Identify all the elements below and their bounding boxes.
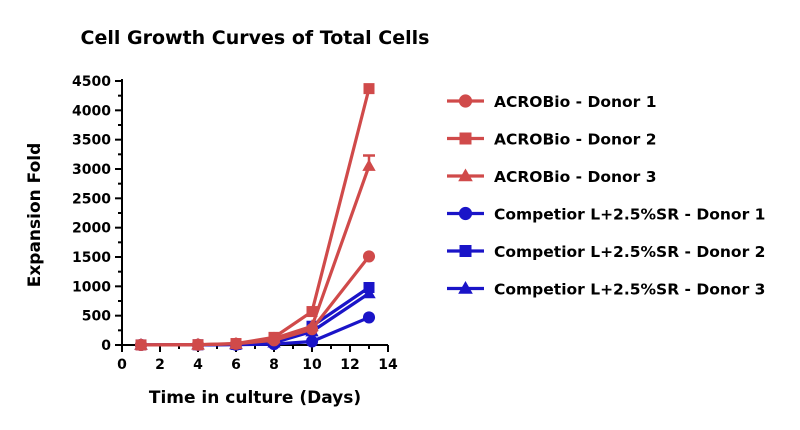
y-tick-label: 2000 bbox=[72, 221, 111, 237]
x-axis-label: Time in culture (Days) bbox=[149, 388, 361, 408]
x-tick-label: 12 bbox=[340, 357, 359, 373]
x-tick-label: 2 bbox=[155, 357, 165, 373]
legend-item-3: ACROBio - Donor 3 bbox=[447, 168, 657, 186]
data-point bbox=[191, 337, 205, 350]
legend-item-4: Competior L+2.5%SR - Donor 1 bbox=[447, 206, 765, 224]
y-tick-label: 3500 bbox=[72, 133, 111, 149]
legend-label: Competior L+2.5%SR - Donor 2 bbox=[494, 243, 765, 261]
data-point bbox=[362, 250, 376, 263]
legend: ACROBio - Donor 1 ACROBio - Donor 2 ACROBi… bbox=[447, 93, 765, 299]
legend-item-2: ACROBio - Donor 2 bbox=[447, 131, 657, 149]
x-tick-label: 0 bbox=[117, 357, 127, 373]
legend-label: Competior L+2.5%SR - Donor 3 bbox=[494, 281, 765, 299]
legend-item-1: ACROBio - Donor 1 bbox=[447, 93, 657, 111]
legend-swatch-marker bbox=[458, 206, 473, 221]
data-point bbox=[363, 83, 375, 95]
legend-swatch-marker bbox=[459, 245, 472, 257]
series-2 bbox=[135, 83, 375, 351]
series-line bbox=[140, 165, 371, 347]
data-point bbox=[305, 335, 319, 348]
y-tick-label: 1000 bbox=[72, 279, 111, 295]
legend-swatch-marker bbox=[458, 280, 473, 294]
legend-swatch-marker bbox=[458, 94, 473, 108]
chart-title: Cell Growth Curves of Total Cells bbox=[81, 27, 430, 49]
plot-area bbox=[134, 83, 376, 351]
y-tick-label: 1500 bbox=[72, 250, 111, 266]
legend-label: ACROBio - Donor 3 bbox=[494, 168, 657, 186]
y-tick-label: 4500 bbox=[72, 74, 111, 90]
data-point bbox=[134, 338, 148, 350]
data-point bbox=[305, 319, 319, 332]
legend-label: Competior L+2.5%SR - Donor 1 bbox=[494, 206, 765, 224]
legend-swatch-marker bbox=[459, 132, 472, 145]
y-axis-label: Expansion Fold bbox=[25, 143, 45, 288]
data-point bbox=[267, 331, 281, 344]
legend-swatch-marker bbox=[458, 168, 473, 182]
legend-label: ACROBio - Donor 2 bbox=[494, 131, 657, 149]
y-tick-label: 0 bbox=[101, 338, 111, 354]
axes: 0 500 1000 1500 2000 2500 3000 3500 4000 4500 0 2 4 6… bbox=[72, 74, 398, 373]
data-point bbox=[362, 311, 376, 324]
data-point bbox=[362, 286, 376, 299]
y-tick-label: 500 bbox=[82, 309, 111, 325]
y-tick-label: 4000 bbox=[72, 103, 111, 119]
data-point bbox=[306, 306, 318, 318]
x-tick-label: 4 bbox=[193, 357, 203, 373]
x-tick-label: 6 bbox=[231, 357, 241, 373]
y-tick-label: 3000 bbox=[72, 162, 111, 178]
data-point bbox=[229, 336, 243, 349]
series-line bbox=[140, 88, 371, 347]
x-tick-label: 10 bbox=[302, 357, 322, 373]
series-3 bbox=[134, 154, 376, 350]
x-tick-label: 8 bbox=[269, 357, 279, 373]
y-tick-label: 2500 bbox=[72, 191, 111, 207]
legend-item-6: Competior L+2.5%SR - Donor 3 bbox=[447, 281, 765, 299]
data-point bbox=[362, 159, 376, 171]
series-1 bbox=[134, 250, 376, 351]
legend-item-5: Competior L+2.5%SR - Donor 2 bbox=[447, 243, 765, 261]
x-tick-label: 14 bbox=[378, 357, 398, 373]
legend-label: ACROBio - Donor 1 bbox=[494, 93, 657, 111]
